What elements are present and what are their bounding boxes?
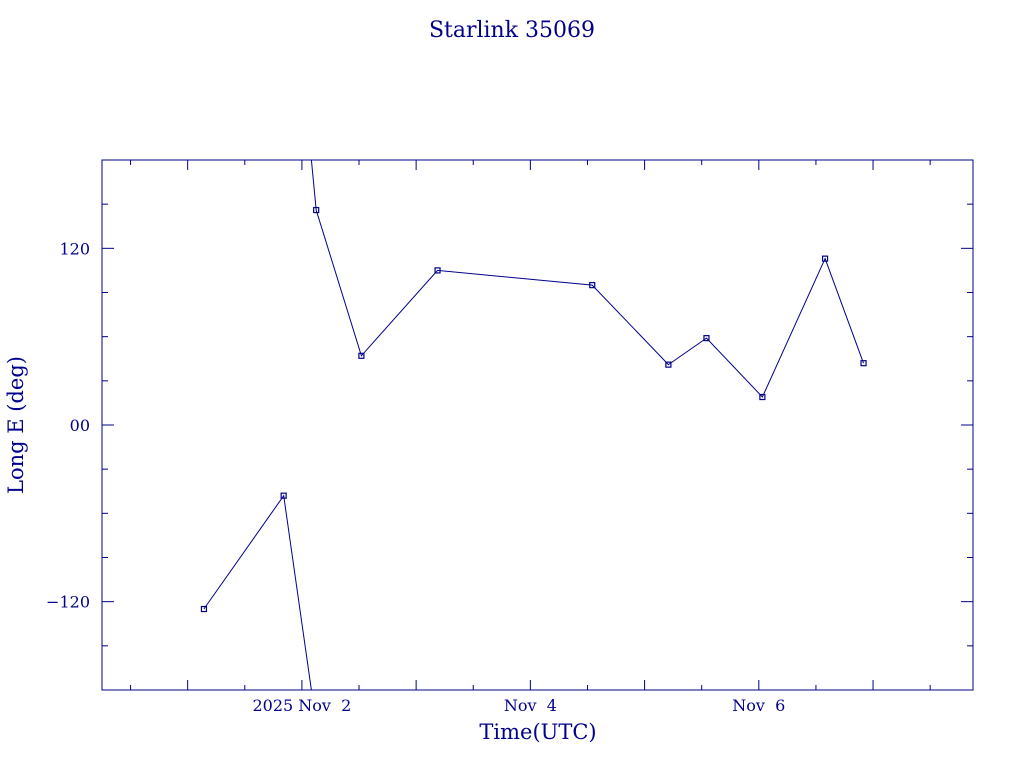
x-tick-labels: 2025 Nov 2 Nov 4 Nov 6 [252, 696, 785, 715]
axis-ticks [102, 159, 973, 691]
data-point [313, 206, 320, 214]
data-point [703, 335, 710, 342]
y-axis-label: Long E (deg) [4, 356, 28, 494]
y-tick-labels: 120 00 −120 [46, 239, 90, 611]
x-tick-label: Nov 6 [732, 696, 785, 715]
data-point [280, 492, 287, 499]
data-point [665, 361, 672, 368]
y-tick-label: −120 [46, 593, 90, 612]
data-point [200, 605, 208, 613]
series-line [203, 494, 312, 691]
data-point [358, 352, 365, 359]
x-axis-label: Time(UTC) [479, 720, 596, 744]
x-tick-label: 2025 Nov 2 [252, 696, 351, 715]
data-point [821, 255, 829, 262]
data-point [860, 360, 867, 367]
chart-title: Starlink 35069 [429, 18, 595, 43]
data-point [434, 267, 441, 274]
y-tick-label: 120 [59, 239, 90, 258]
data-point [759, 393, 766, 401]
plot-frame [101, 159, 974, 691]
y-tick-label: 00 [70, 416, 90, 435]
data-point [589, 282, 596, 289]
series-lines [203, 159, 864, 691]
x-tick-label: Nov 4 [504, 696, 557, 715]
series-line [310, 159, 864, 398]
series-points [200, 206, 867, 613]
